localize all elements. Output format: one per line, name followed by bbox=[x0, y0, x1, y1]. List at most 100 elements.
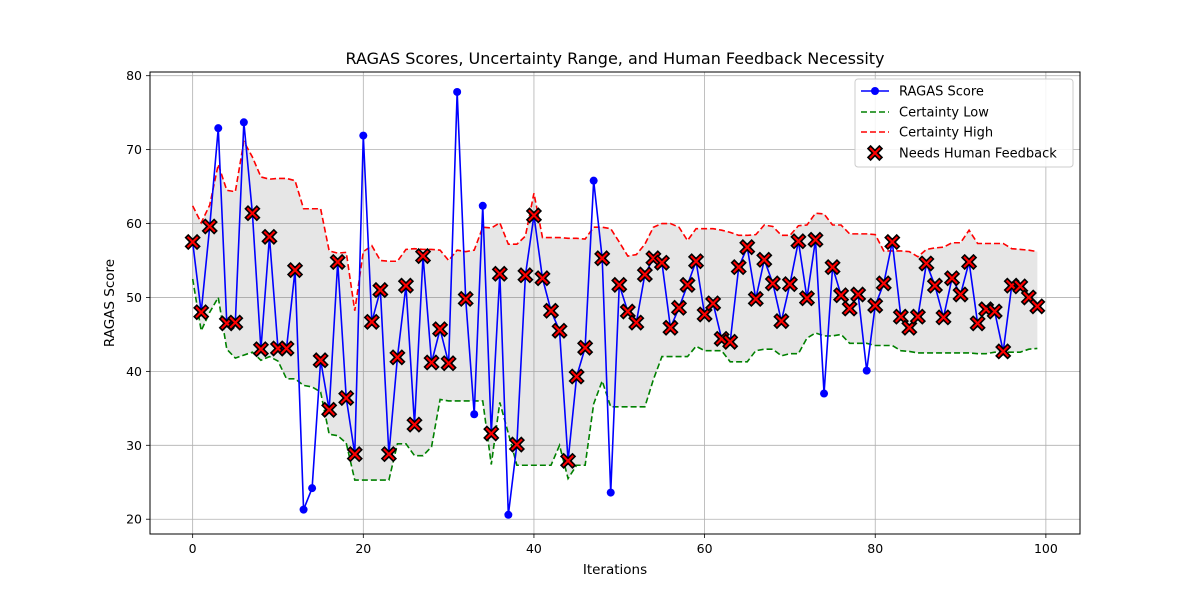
legend-marker-ragas-score bbox=[871, 87, 879, 95]
feedback-marker bbox=[901, 319, 918, 336]
feedback-marker bbox=[329, 253, 346, 271]
x-axis-label: Iterations bbox=[583, 562, 647, 578]
feedback-marker bbox=[397, 277, 415, 294]
feedback-marker bbox=[184, 233, 201, 251]
y-tick-label: 40 bbox=[126, 364, 142, 379]
ragas-score-point bbox=[308, 484, 317, 493]
feedback-marker bbox=[261, 228, 278, 245]
feedback-marker bbox=[508, 436, 526, 453]
feedback-marker bbox=[534, 270, 551, 287]
feedback-marker bbox=[414, 247, 432, 265]
feedback-marker bbox=[986, 303, 1003, 320]
ragas-score-point bbox=[589, 176, 598, 185]
feedback-marker bbox=[1012, 278, 1029, 295]
feedback-marker bbox=[960, 253, 978, 271]
feedback-marker bbox=[662, 319, 679, 336]
feedback-marker bbox=[909, 308, 927, 325]
feedback-marker bbox=[824, 259, 841, 276]
feedback-marker bbox=[517, 267, 534, 284]
x-tick-label: 20 bbox=[355, 541, 371, 556]
feedback-markers bbox=[184, 205, 1046, 469]
feedback-marker bbox=[687, 253, 705, 270]
feedback-marker bbox=[995, 343, 1012, 360]
ragas-score-point bbox=[239, 118, 248, 127]
ragas-score-point bbox=[359, 131, 368, 140]
feedback-marker bbox=[747, 290, 764, 308]
ragas-score-point bbox=[862, 366, 871, 375]
feedback-marker bbox=[406, 416, 423, 433]
feedback-marker bbox=[321, 401, 338, 418]
feedback-marker bbox=[841, 300, 858, 317]
ragas-score-point bbox=[820, 389, 829, 398]
feedback-marker bbox=[943, 270, 961, 287]
feedback-marker bbox=[312, 352, 329, 369]
plot-frame bbox=[149, 71, 1081, 535]
legend-label-needs-feedback: Needs Human Feedback bbox=[899, 147, 1057, 162]
feedback-marker bbox=[611, 276, 628, 294]
feedback-marker bbox=[969, 315, 986, 332]
ragas-score-point bbox=[504, 510, 513, 519]
feedback-marker bbox=[201, 218, 218, 235]
feedback-marker bbox=[790, 233, 807, 250]
feedback-marker bbox=[773, 312, 790, 330]
x-tick-label: 0 bbox=[189, 541, 197, 556]
uncertainty-band bbox=[192, 141, 1038, 481]
legend-marker-needs-feedback bbox=[866, 144, 884, 162]
feedback-marker bbox=[491, 265, 508, 282]
y-tick-label: 30 bbox=[126, 438, 142, 453]
ragas-score-point bbox=[453, 87, 462, 96]
y-tick-label: 70 bbox=[126, 142, 142, 157]
y-axis-label: RAGAS Score bbox=[102, 259, 118, 347]
y-tick-label: 60 bbox=[126, 216, 142, 231]
feedback-marker bbox=[568, 368, 585, 385]
feedback-marker bbox=[252, 341, 270, 358]
feedback-marker bbox=[525, 207, 543, 224]
feedback-marker bbox=[457, 290, 474, 308]
feedback-marker bbox=[739, 239, 756, 256]
chart-title: RAGAS Scores, Uncertainty Range, and Hum… bbox=[345, 49, 884, 68]
feedback-marker bbox=[636, 266, 653, 283]
grid bbox=[150, 72, 1080, 534]
axis-ticks: 0 20 40 60 80 100 20 30 40 50 60 70 80 bbox=[126, 68, 1058, 556]
feedback-marker bbox=[926, 277, 944, 294]
feedback-marker bbox=[483, 425, 500, 442]
feedback-marker bbox=[278, 340, 295, 357]
feedback-marker bbox=[850, 286, 867, 303]
feedback-marker bbox=[244, 205, 261, 222]
feedback-marker bbox=[227, 314, 244, 331]
feedback-marker bbox=[431, 321, 449, 338]
feedback-marker bbox=[832, 287, 850, 304]
y-tick-label: 20 bbox=[126, 512, 142, 527]
feedback-marker bbox=[628, 314, 645, 331]
ragas-score-point bbox=[299, 505, 308, 514]
legend: RAGAS Score Certainty Low Certainty High… bbox=[854, 78, 1074, 168]
feedback-marker bbox=[619, 303, 636, 320]
feedback-marker bbox=[286, 261, 304, 279]
x-tick-label: 100 bbox=[1034, 541, 1058, 556]
feedback-marker bbox=[193, 304, 210, 321]
uncertainty-band-area bbox=[192, 141, 1038, 481]
feedback-marker bbox=[679, 276, 696, 294]
feedback-marker bbox=[935, 309, 952, 326]
y-tick-label: 50 bbox=[126, 290, 142, 305]
feedback-marker bbox=[781, 276, 799, 293]
ragas-score-point bbox=[214, 124, 223, 133]
x-tick-label: 80 bbox=[867, 541, 883, 556]
ragas-score-point bbox=[606, 488, 615, 497]
feedback-marker bbox=[380, 446, 398, 463]
feedback-marker bbox=[363, 313, 380, 330]
feedback-marker bbox=[764, 275, 781, 292]
feedback-marker bbox=[756, 251, 773, 268]
feedback-marker bbox=[730, 259, 747, 276]
feedback-marker bbox=[389, 349, 406, 366]
feedback-marker bbox=[338, 389, 355, 407]
ragas-score-point bbox=[478, 201, 487, 210]
feedback-marker bbox=[867, 297, 884, 314]
y-tick-label: 80 bbox=[126, 68, 142, 83]
feedback-marker bbox=[653, 254, 671, 271]
feedback-marker bbox=[722, 333, 739, 350]
feedback-marker bbox=[892, 308, 909, 325]
certainty-high-line bbox=[191, 139, 1038, 311]
feedback-marker bbox=[798, 290, 816, 307]
